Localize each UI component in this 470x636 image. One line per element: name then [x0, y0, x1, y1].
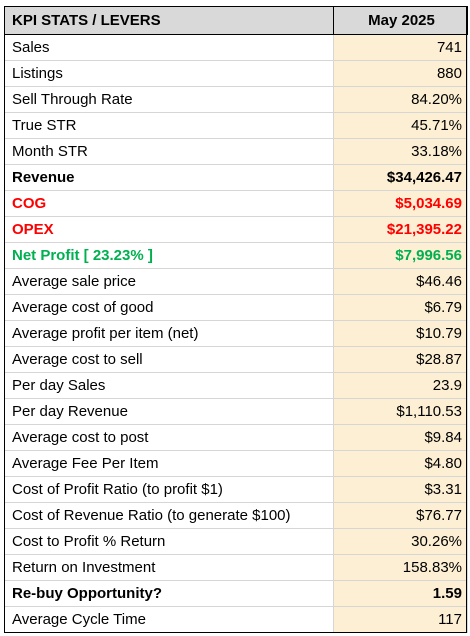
kpi-label-cell[interactable]: Per day Revenue: [4, 398, 334, 425]
kpi-value-cell[interactable]: $76.77: [333, 502, 468, 529]
kpi-value-cell[interactable]: 23.9: [333, 372, 468, 399]
kpi-label-cell[interactable]: Re-buy Opportunity?: [4, 580, 334, 607]
kpi-value-cell[interactable]: 45.71%: [333, 112, 468, 139]
kpi-value-cell[interactable]: 158.83%: [333, 554, 468, 581]
kpi-value-cell[interactable]: $7,996.56: [333, 242, 468, 269]
kpi-value-cell[interactable]: $21,395.22: [333, 216, 468, 243]
table-row: Average Fee Per Item $4.80: [4, 450, 468, 477]
kpi-value-cell[interactable]: 30.26%: [333, 528, 468, 555]
kpi-label-cell[interactable]: Average Cycle Time: [4, 606, 334, 633]
kpi-value-cell[interactable]: $46.46: [333, 268, 468, 295]
kpi-label-cell[interactable]: Return on Investment: [4, 554, 334, 581]
kpi-label-cell[interactable]: Per day Sales: [4, 372, 334, 399]
kpi-label-cell[interactable]: Month STR: [4, 138, 334, 165]
table-row: Re-buy Opportunity? 1.59: [4, 580, 468, 607]
kpi-value-cell[interactable]: $9.84: [333, 424, 468, 451]
table-row: Per day Sales 23.9: [4, 372, 468, 399]
kpi-value-cell[interactable]: $34,426.47: [333, 164, 468, 191]
table-row: Cost to Profit % Return 30.26%: [4, 528, 468, 555]
kpi-label-cell[interactable]: Revenue: [4, 164, 334, 191]
header-label-cell[interactable]: KPI STATS / LEVERS: [4, 6, 334, 35]
kpi-value-cell[interactable]: $4.80: [333, 450, 468, 477]
table-row: Listings 880: [4, 60, 468, 87]
kpi-label-cell[interactable]: Cost to Profit % Return: [4, 528, 334, 555]
kpi-value-cell[interactable]: $10.79: [333, 320, 468, 347]
kpi-value-cell[interactable]: $1,110.53: [333, 398, 468, 425]
table-row: COG $5,034.69: [4, 190, 468, 217]
table-row: Average cost to post $9.84: [4, 424, 468, 451]
kpi-label-cell[interactable]: COG: [4, 190, 334, 217]
kpi-label-cell[interactable]: Net Profit [ 23.23% ]: [4, 242, 334, 269]
kpi-table: KPI STATS / LEVERS May 2025 Sales 741 List…: [4, 6, 468, 633]
kpi-value-cell[interactable]: $28.87: [333, 346, 468, 373]
table-row: Average Cycle Time 117: [4, 606, 468, 633]
table-row: Sales 741: [4, 34, 468, 61]
kpi-value-cell[interactable]: 33.18%: [333, 138, 468, 165]
kpi-label-cell[interactable]: Sell Through Rate: [4, 86, 334, 113]
table-row: Cost of Profit Ratio (to profit $1) $3.31: [4, 476, 468, 503]
kpi-label-cell[interactable]: Average sale price: [4, 268, 334, 295]
kpi-label-cell[interactable]: Average cost to sell: [4, 346, 334, 373]
header-row: KPI STATS / LEVERS May 2025: [4, 6, 468, 35]
table-row: True STR 45.71%: [4, 112, 468, 139]
table-row: Net Profit [ 23.23% ] $7,996.56: [4, 242, 468, 269]
kpi-label-cell[interactable]: Cost of Revenue Ratio (to generate $100): [4, 502, 334, 529]
header-period-cell[interactable]: May 2025: [333, 6, 468, 35]
kpi-value-cell[interactable]: $6.79: [333, 294, 468, 321]
table-row: Revenue $34,426.47: [4, 164, 468, 191]
kpi-label-cell[interactable]: Average profit per item (net): [4, 320, 334, 347]
kpi-label-cell[interactable]: Listings: [4, 60, 334, 87]
kpi-rows: Sales 741 Listings 880 Sell Through Rate 84.2…: [4, 34, 468, 633]
kpi-value-cell[interactable]: 880: [333, 60, 468, 87]
table-row: Per day Revenue $1,110.53: [4, 398, 468, 425]
kpi-value-cell[interactable]: 741: [333, 34, 468, 61]
kpi-label-cell[interactable]: Average Fee Per Item: [4, 450, 334, 477]
kpi-label-cell[interactable]: Average cost of good: [4, 294, 334, 321]
table-row: Average sale price $46.46: [4, 268, 468, 295]
kpi-value-cell[interactable]: $3.31: [333, 476, 468, 503]
table-row: Month STR 33.18%: [4, 138, 468, 165]
kpi-label-cell[interactable]: Sales: [4, 34, 334, 61]
kpi-value-cell[interactable]: 1.59: [333, 580, 468, 607]
table-row: Average cost of good $6.79: [4, 294, 468, 321]
table-row: Cost of Revenue Ratio (to generate $100)…: [4, 502, 468, 529]
kpi-label-cell[interactable]: Cost of Profit Ratio (to profit $1): [4, 476, 334, 503]
table-row: Sell Through Rate 84.20%: [4, 86, 468, 113]
table-row: OPEX $21,395.22: [4, 216, 468, 243]
table-row: Average profit per item (net) $10.79: [4, 320, 468, 347]
kpi-value-cell[interactable]: $5,034.69: [333, 190, 468, 217]
kpi-label-cell[interactable]: OPEX: [4, 216, 334, 243]
kpi-value-cell[interactable]: 117: [333, 606, 468, 633]
kpi-value-cell[interactable]: 84.20%: [333, 86, 468, 113]
table-row: Return on Investment 158.83%: [4, 554, 468, 581]
table-row: Average cost to sell $28.87: [4, 346, 468, 373]
kpi-label-cell[interactable]: True STR: [4, 112, 334, 139]
kpi-label-cell[interactable]: Average cost to post: [4, 424, 334, 451]
